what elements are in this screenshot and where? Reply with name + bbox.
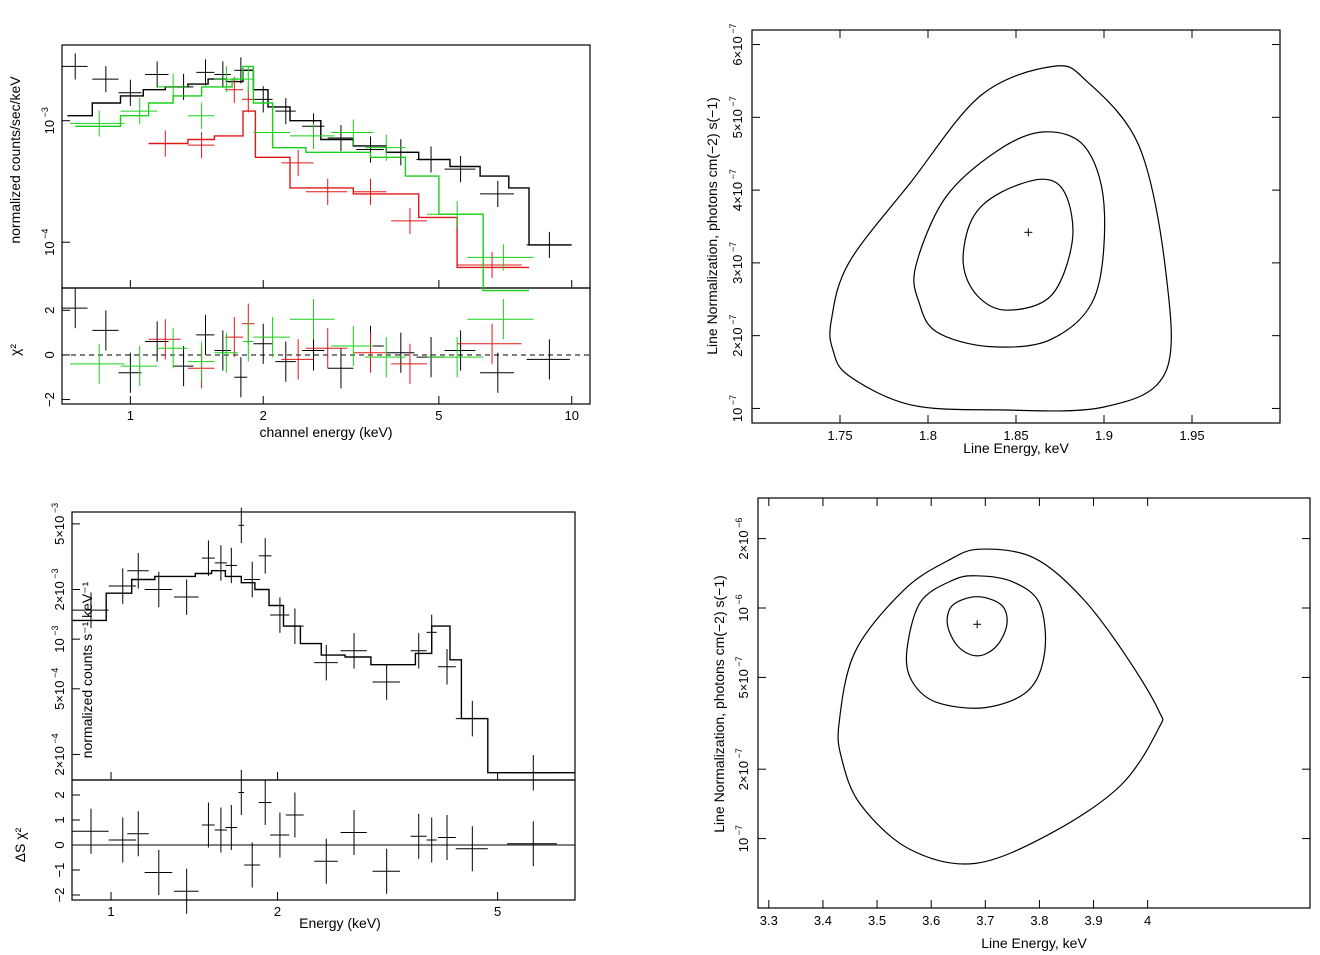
y-tick-label: 5×10 −4 [50, 668, 67, 710]
x-tick-label: 1.8 [919, 428, 937, 443]
spectrum-b-ylabel: normalized counts s⁻¹ keV⁻¹ [79, 581, 95, 758]
contour-a-xlabel: Line Energy, keV [963, 440, 1069, 456]
y-tick-label: 3×10 −7 [728, 242, 745, 284]
model-step-line-0 [67, 69, 572, 246]
spectrum-a-ylabel: normalized counts/sec/keV [7, 76, 23, 244]
spectrum-b-ticks: 1 2 5 5×10 −3 2×10 −3 10 −3 5×10 −4 2×10 −4 2 1 0 −… [50, 503, 575, 919]
x-tick-label: 1.75 [827, 428, 852, 443]
x-tick-label: 3.5 [868, 913, 886, 928]
spectrum-a-series [62, 53, 572, 292]
contour-b-panel: 3.3 3.4 3.5 3.6 3.7 3.8 3.9 4 10 −7 2×10 −7 5×10 −… [711, 497, 1311, 951]
contour-b-lines [837, 548, 1164, 865]
x-tick-label: 10 [564, 408, 578, 423]
x-tick-label: 1.9 [1095, 428, 1113, 443]
spectrum-a-xlabel: channel energy (keV) [259, 424, 392, 440]
contour-b-frame [757, 497, 1311, 909]
spectrum-b-frame [71, 511, 576, 781]
x-tick-label: 3.3 [760, 913, 778, 928]
y-tick-label: 10 −4 [40, 229, 57, 256]
model-step-line-0 [72, 570, 575, 774]
model-step-line-2 [75, 65, 529, 292]
x-tick-label: 5 [435, 408, 442, 423]
residual-y-tick-label: −2 [42, 392, 57, 407]
y-tick-label: 10 −3 [40, 107, 57, 134]
y-tick-label: 5×10 −3 [50, 503, 67, 545]
contour-b-ylabel: Line Normalization, photons cm(−2) s(−1) [711, 575, 727, 833]
y-tick-label: 10 −6 [734, 594, 751, 621]
x-tick-label: 3.6 [922, 913, 940, 928]
confidence-contour-1 [962, 178, 1074, 311]
x-tick-label: 3.8 [1030, 913, 1048, 928]
confidence-contour-3 [837, 548, 1164, 865]
residual-y-tick-label: −2 [52, 888, 67, 903]
spectrum-a-panel: 1 2 5 10 10 −3 10 −4 2 0 −2 channel energy (keV)… [7, 44, 591, 440]
x-tick-label: 1 [127, 408, 134, 423]
contour-a-frame [751, 29, 1281, 424]
x-tick-label: 3.9 [1084, 913, 1102, 928]
y-tick-label: 6×10 −7 [728, 24, 745, 66]
spectrum-a-frame [61, 44, 591, 289]
spectrum-b-xlabel: Energy (keV) [299, 915, 381, 931]
x-tick-label: 4 [1144, 913, 1151, 928]
x-tick-label: 5 [494, 904, 501, 919]
contour-a-ylabel: Line Normalization, photons cm(−2) s(−1) [704, 97, 720, 355]
confidence-contour-2 [905, 575, 1047, 709]
y-tick-label: 10 −7 [734, 825, 751, 852]
x-tick-label: 1.85 [1003, 428, 1028, 443]
y-tick-label: 2×10 −7 [728, 315, 745, 357]
residual-y-tick-label: 1 [52, 816, 67, 823]
spectrum-b-series [72, 507, 575, 791]
y-tick-label: 10 −3 [50, 626, 67, 653]
y-tick-label: 5×10 −7 [734, 656, 751, 698]
model-step-line-1 [148, 110, 529, 269]
x-tick-label: 3.7 [976, 913, 994, 928]
spectrum-b-residuals [72, 770, 557, 914]
spectrum-a-residual-frame [61, 287, 591, 405]
x-tick-label: 2 [274, 904, 281, 919]
y-tick-label: 2×10 −4 [50, 733, 67, 775]
contour-a-panel: 1.75 1.8 1.85 1.9 1.95 10 −7 2×10 −7 3×10 −7 4×1… [704, 24, 1281, 456]
spectrum-b-residual-ylabel: ΔS χ² [12, 827, 28, 862]
y-tick-label: 2×10 −3 [50, 568, 67, 610]
spectrum-a-residual-ylabel: χ² [7, 344, 23, 356]
x-tick-label: 1.95 [1179, 428, 1204, 443]
contour-b-xlabel: Line Energy, keV [981, 935, 1087, 951]
x-tick-label: 3.4 [814, 913, 832, 928]
contour-a-ticks: 1.75 1.8 1.85 1.9 1.95 10 −7 2×10 −7 3×10 −7 4×1… [728, 24, 1280, 443]
residual-y-tick-label: 0 [42, 351, 57, 358]
spectrum-a-residuals [62, 288, 570, 398]
y-tick-label: 10 −7 [728, 395, 745, 422]
y-tick-label: 2×10 −6 [734, 518, 751, 560]
residual-y-tick-label: 2 [42, 307, 57, 314]
x-tick-label: 2 [260, 408, 267, 423]
residual-y-tick-label: 0 [52, 841, 67, 848]
confidence-contour-2 [913, 131, 1106, 348]
contour-a-lines [829, 65, 1172, 412]
confidence-contour-3 [829, 65, 1172, 412]
x-tick-label: 1 [107, 904, 114, 919]
spectrum-b-residual-frame [71, 779, 576, 901]
y-tick-label: 2×10 −7 [734, 748, 751, 790]
residual-y-tick-label: −1 [52, 863, 67, 878]
contour-b-ticks: 3.3 3.4 3.5 3.6 3.7 3.8 3.9 4 10 −7 2×10 −7 5×10 −… [734, 498, 1310, 928]
confidence-contour-1 [946, 596, 1008, 657]
spectrum-b-panel: 1 2 5 5×10 −3 2×10 −3 10 −3 5×10 −4 2×10 −4 2 1 0 −… [12, 503, 576, 931]
y-tick-label: 5×10 −7 [728, 96, 745, 138]
residual-y-tick-label: 2 [52, 791, 67, 798]
y-tick-label: 4×10 −7 [728, 169, 745, 211]
